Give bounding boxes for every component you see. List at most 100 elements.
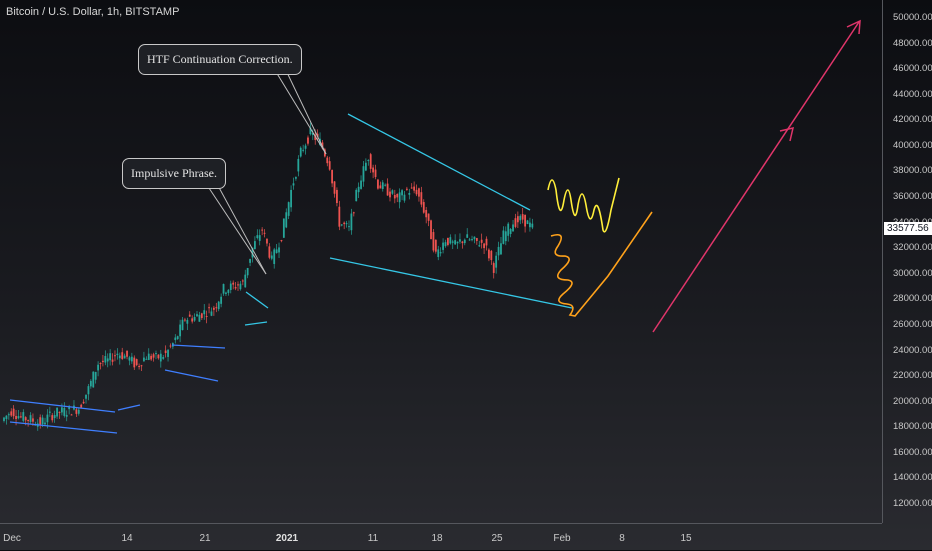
candle-body — [338, 206, 341, 227]
candle-body — [225, 292, 227, 294]
candle-body — [263, 232, 266, 234]
flag-2-upper-line[interactable] — [171, 344, 226, 349]
candle-body — [143, 357, 145, 362]
price-tick-label: 32000.00 — [893, 242, 932, 254]
candle-body — [314, 134, 317, 140]
flag-3-lower-line[interactable] — [244, 321, 268, 326]
candle-body — [302, 149, 305, 151]
candle-body — [439, 252, 442, 254]
candle-body — [478, 245, 481, 247]
chart-canvas[interactable] — [0, 0, 882, 523]
candle-body — [299, 147, 302, 157]
candle-body — [191, 318, 194, 322]
flag-3-upper-line[interactable] — [245, 291, 269, 309]
price-tick-label: 26000.00 — [893, 318, 932, 330]
candle-body — [203, 310, 206, 315]
dec-channel-upper-line[interactable] — [9, 399, 116, 413]
candle-body — [140, 365, 143, 367]
candle-body — [174, 337, 177, 341]
candle-body — [179, 324, 182, 337]
candle-body — [495, 255, 498, 268]
price-tick-label: 46000.00 — [893, 63, 932, 75]
price-tick-label: 42000.00 — [893, 114, 932, 126]
candle-body — [352, 212, 355, 214]
time-axis[interactable]: Dec 14 21 2021 11 18 25 Feb 8 15 — [0, 523, 882, 551]
candle-body — [133, 357, 136, 368]
candle-body — [167, 349, 169, 357]
candle-body — [41, 417, 44, 425]
candle-body — [488, 249, 490, 259]
candle-body — [200, 313, 203, 319]
dec-channel-lower-line[interactable] — [9, 421, 118, 434]
candle-body — [447, 237, 449, 245]
candle-body — [466, 234, 469, 238]
candle-body — [229, 283, 232, 291]
candle-body — [186, 319, 189, 324]
candle-body — [331, 170, 333, 184]
candle-body — [258, 235, 261, 241]
candle-body — [514, 218, 517, 227]
arrow-up-icon[interactable] — [652, 19, 861, 333]
candle-body — [196, 314, 198, 317]
price-tick-label: 44000.00 — [893, 88, 932, 100]
candle-body — [413, 186, 416, 191]
candle-body — [311, 132, 314, 135]
candle-body — [217, 301, 220, 310]
candle-body — [384, 184, 387, 186]
time-tick-label: 25 — [491, 533, 503, 544]
candle-body — [61, 407, 63, 413]
candle-body — [82, 401, 85, 404]
flag-1-upper-line[interactable] — [117, 404, 141, 411]
candle-body — [251, 247, 254, 258]
price-tick-label: 22000.00 — [893, 370, 932, 382]
candle-body — [135, 359, 138, 366]
candle-body — [454, 240, 457, 245]
candle-body — [427, 213, 430, 221]
candle-body — [227, 289, 230, 293]
candle-body — [159, 353, 162, 362]
candle-body — [328, 161, 331, 170]
candle-body — [504, 231, 507, 242]
candle-body — [237, 284, 239, 286]
candle-body — [526, 220, 529, 225]
candle-body — [348, 226, 350, 228]
candle-body — [282, 218, 285, 238]
candle-body — [273, 249, 276, 264]
chart-title: Bitcoin / U.S. Dollar, 1h, BITSTAMP — [6, 6, 180, 18]
candle-body — [29, 415, 32, 422]
candle-body — [297, 158, 300, 172]
projection-yellow-path[interactable] — [547, 177, 620, 233]
candle-body — [193, 317, 196, 321]
candle-body — [410, 187, 413, 189]
candle-body — [121, 352, 124, 359]
candle-body — [459, 239, 461, 242]
callout-htf-correction[interactable]: HTF Continuation Correction. — [138, 44, 302, 75]
candle-body — [509, 229, 512, 234]
candle-body — [350, 213, 353, 231]
flag-2-lower-line[interactable] — [164, 369, 219, 382]
candle-body — [198, 314, 201, 322]
candle-body — [239, 283, 242, 290]
candle-body — [437, 249, 440, 258]
time-tick-label: Feb — [553, 533, 571, 544]
candle-body — [181, 319, 184, 331]
candle-body — [287, 202, 290, 216]
candle-body — [492, 263, 495, 273]
candle-body — [444, 242, 447, 247]
candle-body — [396, 193, 399, 198]
candle-body — [157, 354, 160, 359]
candle-body — [97, 364, 99, 371]
time-tick-label: 14 — [121, 533, 133, 544]
candle-body — [468, 239, 471, 241]
callout-impulsive-phrase[interactable]: Impulsive Phrase. — [122, 158, 226, 189]
time-tick-label: 11 — [367, 533, 379, 544]
last-price-label: 33577.56 — [884, 222, 932, 235]
candle-body — [261, 229, 264, 231]
wedge-lower-line[interactable] — [329, 257, 573, 309]
projection-orange-path[interactable] — [550, 211, 653, 317]
candle-body — [357, 186, 360, 193]
candle-body — [270, 255, 273, 259]
candle-body — [420, 192, 423, 205]
wedge-upper-line[interactable] — [347, 113, 531, 211]
price-axis[interactable]: 50000.00 48000.00 46000.00 44000.00 42000.00… — [882, 0, 932, 523]
